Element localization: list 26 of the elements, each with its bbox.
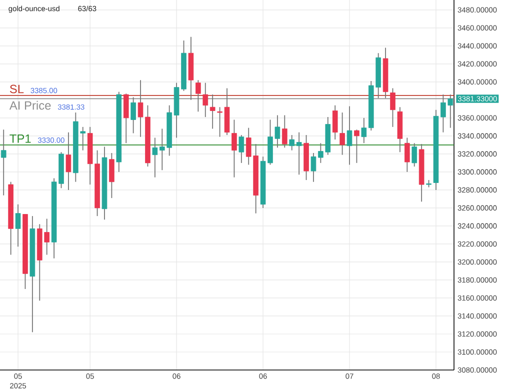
candlestick (66, 132, 72, 190)
candlestick (15, 204, 21, 248)
candlestick (404, 137, 410, 172)
candlestick (130, 96, 136, 134)
candlestick (282, 114, 288, 148)
candlestick (340, 112, 345, 156)
candlestick (361, 117, 367, 144)
candlestick (232, 119, 237, 178)
candlestick (196, 80, 201, 112)
candlestick (390, 88, 396, 128)
candlestick (202, 82, 208, 118)
candlestick (123, 93, 129, 144)
ref-line-label: SL (10, 84, 24, 94)
candlestick (0, 129, 6, 196)
ref-line-label: AI Price (9, 100, 51, 110)
candlestick (109, 152, 114, 198)
candlestick (289, 134, 295, 151)
candlestick (332, 104, 338, 140)
candlestick (296, 132, 302, 176)
candlestick (152, 137, 158, 178)
candlestick (412, 142, 418, 167)
ref-line-label: TP1 (10, 134, 31, 143)
candlestick (354, 129, 360, 164)
candlestick (210, 94, 216, 130)
candlestick (238, 134, 244, 164)
candlestick (346, 106, 352, 166)
